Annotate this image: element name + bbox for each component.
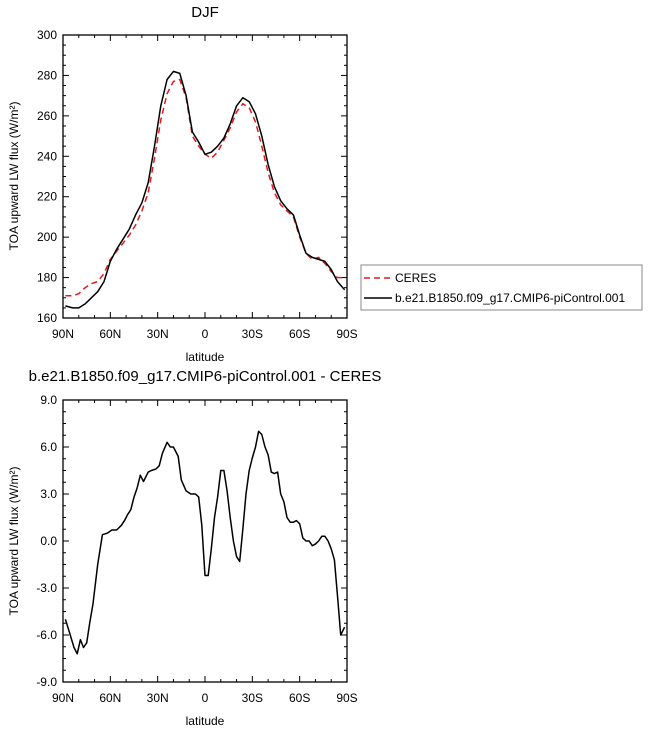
- y-tick-label: 180: [37, 271, 57, 285]
- series-line-1: [65, 78, 345, 297]
- y-tick-label: 3.0: [40, 487, 57, 501]
- panel-2: b.e21.B1850.f09_g17.CMIP6-piControl.001 …: [7, 368, 381, 728]
- y-tick-label: 240: [37, 149, 57, 163]
- panel-2-y-axis-label: TOA upward LW flux (W/m²): [7, 467, 21, 616]
- legend-label-ceres: CERES: [395, 271, 436, 285]
- series-line-2: [65, 70, 346, 309]
- y-tick-label: 200: [37, 230, 57, 244]
- x-tick-label: 90S: [336, 691, 357, 705]
- y-tick-label: -6.0: [36, 628, 57, 642]
- panel-1-title: DJF: [191, 4, 219, 21]
- panel-1-series: [65, 70, 346, 309]
- x-tick-label: 30N: [147, 691, 169, 705]
- x-tick-label: 30S: [242, 327, 263, 341]
- panel-2-series: [64, 430, 346, 655]
- x-tick-label: 60S: [289, 691, 310, 705]
- panel-1-plot-frame: [62, 34, 348, 319]
- legend-box: [360, 264, 643, 311]
- y-tick-label: 6.0: [40, 440, 57, 454]
- y-tick-label: 160: [37, 311, 57, 325]
- y-tick-label: 280: [37, 68, 57, 82]
- y-tick-label: 260: [37, 109, 57, 123]
- y-tick-label: -9.0: [36, 675, 57, 689]
- x-tick-label: 60S: [289, 327, 310, 341]
- x-tick-label: 30S: [242, 691, 263, 705]
- panel-1-legend: CERES b.e21.B1850.f09_g17.CMIP6-piContro…: [360, 264, 643, 311]
- y-tick-label: 300: [37, 28, 57, 42]
- panel-2-plot-frame: [62, 399, 348, 683]
- panel-1: DJF 160 180 200 220 240 260 280 300 90N 60N 30N 0 3…: [7, 4, 643, 364]
- series-line-1: [64, 430, 346, 655]
- x-tick-label: 0: [202, 691, 209, 705]
- x-tick-label: 90N: [52, 327, 74, 341]
- panel-1-y-axis: 160 180 200 220 240 260 280 300: [37, 28, 347, 325]
- panel-1-x-axis: 90N 60N 30N 0 30S 60S 90S: [52, 35, 358, 341]
- x-tick-label: 30N: [147, 327, 169, 341]
- x-tick-label: 60N: [99, 691, 121, 705]
- panel-1-x-axis-label: latitude: [186, 350, 225, 364]
- y-tick-label: 9.0: [40, 393, 57, 407]
- legend-label-model: b.e21.B1850.f09_g17.CMIP6-piControl.001: [395, 291, 625, 305]
- panel-1-y-axis-label: TOA upward LW flux (W/m²): [7, 102, 21, 251]
- y-tick-label: -3.0: [36, 581, 57, 595]
- panel-2-x-axis: 90N 60N 30N 0 30S 60S 90S: [52, 400, 358, 705]
- x-tick-label: 60N: [99, 327, 121, 341]
- x-tick-label: 0: [202, 327, 209, 341]
- y-tick-label: 0.0: [40, 534, 57, 548]
- panel-2-title: b.e21.B1850.f09_g17.CMIP6-piControl.001 …: [29, 368, 382, 385]
- x-tick-label: 90S: [336, 327, 357, 341]
- panel-2-x-axis-label: latitude: [186, 714, 225, 728]
- y-tick-label: 220: [37, 190, 57, 204]
- x-tick-label: 90N: [52, 691, 74, 705]
